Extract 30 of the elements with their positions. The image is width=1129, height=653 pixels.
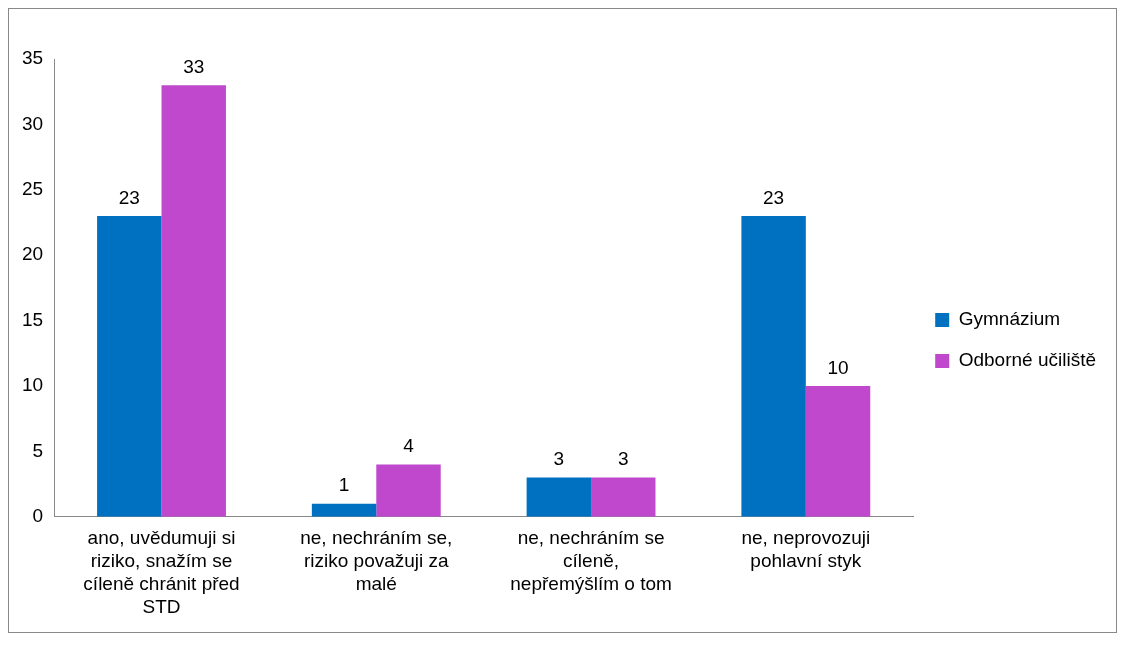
- y-tick-label: 5: [32, 439, 44, 461]
- x-tick-label: ne, nechráním se, riziko považuji za malé: [300, 527, 453, 595]
- legend-label: Odborné učiliště: [958, 349, 1096, 371]
- x-tick-label: ne, neprovozuji pohlavní styk: [741, 527, 871, 572]
- bar: [526, 477, 592, 517]
- data-label: 3: [617, 448, 629, 470]
- bar: [805, 386, 871, 517]
- bar: [741, 215, 806, 517]
- data-label: 4: [403, 435, 415, 457]
- bar: [97, 215, 162, 517]
- bar: [161, 85, 226, 517]
- data-label: 23: [118, 186, 140, 208]
- y-tick-label: 20: [21, 243, 44, 265]
- x-tick-label: ano, uvědumuji si riziko, snažím se cíleně chránit před STD: [83, 527, 240, 617]
- data-label: 23: [763, 186, 785, 208]
- bar: [591, 477, 656, 517]
- y-tick-label: 10: [21, 374, 44, 396]
- y-tick-label: 15: [21, 308, 44, 330]
- data-label: 10: [827, 356, 849, 378]
- legend-label: Gymnázium: [958, 308, 1061, 330]
- x-tick-label: ne, nechráním se cíleně, nepřemýšlím o tom: [510, 527, 672, 595]
- y-tick-label: 30: [21, 112, 44, 134]
- bar: [311, 503, 377, 517]
- data-label: 3: [553, 448, 565, 470]
- data-label: 1: [338, 474, 350, 496]
- y-tick-label: 35: [21, 47, 44, 69]
- data-label: 33: [183, 55, 205, 77]
- y-tick-label: 25: [21, 178, 44, 200]
- bar: [376, 464, 441, 517]
- y-tick-label: 0: [32, 505, 44, 527]
